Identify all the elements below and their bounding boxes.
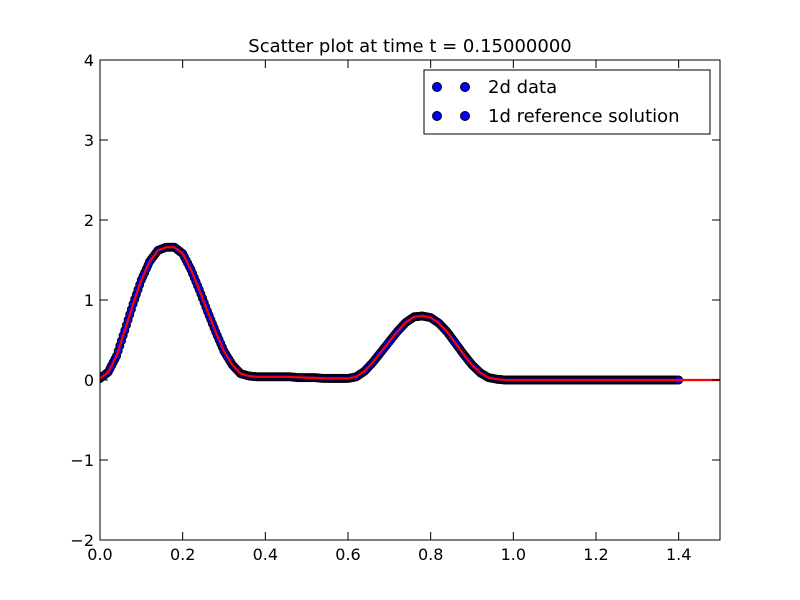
y-tick-label: −2	[70, 531, 94, 550]
legend-marker	[460, 111, 470, 121]
legend-marker	[432, 82, 442, 92]
x-tick-label: 0.6	[335, 545, 360, 564]
legend-label: 1d reference solution	[488, 106, 680, 127]
x-tick-label: 1.0	[501, 545, 526, 564]
chart-title: Scatter plot at time t = 0.15000000	[248, 36, 571, 57]
x-tick-label: 0.2	[170, 545, 195, 564]
x-tick-label: 1.4	[666, 545, 691, 564]
plot-area	[100, 242, 720, 385]
y-tick-label: 0	[84, 371, 94, 390]
x-tick-label: 0.0	[87, 545, 112, 564]
y-tick-label: 1	[84, 291, 94, 310]
reference-line	[100, 246, 720, 382]
y-tick-label: 4	[84, 51, 94, 70]
plot-clipped	[100, 242, 720, 385]
y-tick-label: 2	[84, 211, 94, 230]
x-tick-label: 1.2	[583, 545, 608, 564]
x-tick-label: 0.8	[418, 545, 443, 564]
legend-label: 2d data	[488, 77, 557, 98]
legend-marker	[460, 82, 470, 92]
legend-marker	[432, 111, 442, 121]
axes: 0.0 0.2 0.4 0.6 0.8 1.0 1.2 1.4 −2 −1 0 1 2 3 4	[70, 51, 721, 564]
x-tick-label: 0.4	[253, 545, 278, 564]
legend-box	[423, 69, 711, 135]
legend: 2d data 1d reference solution	[423, 69, 711, 135]
y-tick-label: −1	[70, 451, 94, 470]
y-tick-label: 3	[84, 131, 94, 150]
